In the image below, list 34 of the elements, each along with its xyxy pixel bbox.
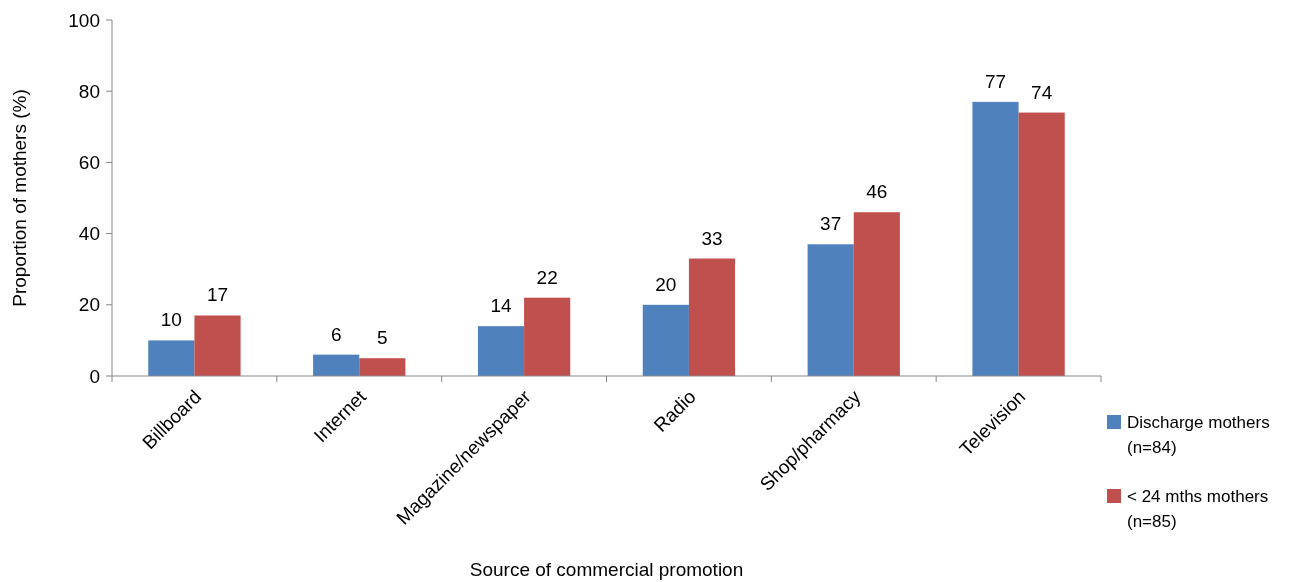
y-tick-label: 100 (68, 9, 100, 31)
data-label: 20 (655, 273, 677, 295)
data-label: 46 (866, 181, 888, 203)
data-label: 33 (701, 227, 723, 249)
bar (972, 101, 1019, 376)
bar (853, 212, 900, 376)
bar (1018, 112, 1065, 376)
data-label: 14 (490, 295, 512, 317)
bar (642, 304, 689, 376)
bar (477, 326, 525, 376)
bar (688, 258, 736, 376)
bar (359, 358, 406, 376)
y-tick-label: 20 (78, 294, 100, 316)
legend-label: Discharge mothers (n=84) (1127, 412, 1270, 457)
bar (524, 297, 571, 376)
data-label: 6 (330, 323, 342, 345)
y-axis-title: Proportion of mothers (%) (9, 89, 30, 307)
data-label: 74 (1031, 81, 1053, 103)
y-tick-label: 60 (78, 152, 100, 174)
bar (807, 244, 854, 376)
bar (194, 315, 241, 376)
bar (148, 340, 195, 376)
y-tick-label: 80 (78, 80, 100, 102)
data-label: 37 (820, 213, 842, 235)
data-label: 22 (536, 266, 558, 288)
data-label: 10 (160, 309, 182, 331)
data-label: 5 (377, 327, 388, 349)
data-label: 17 (206, 284, 229, 306)
data-label: 77 (984, 70, 1007, 92)
legend-label: < 24 mths mothers (n=85) (1127, 486, 1269, 531)
y-tick-label: 40 (78, 223, 100, 245)
y-tick-label: 0 (89, 365, 100, 387)
x-axis-title: Source of commercial promotion (469, 559, 744, 580)
bar (313, 354, 360, 376)
